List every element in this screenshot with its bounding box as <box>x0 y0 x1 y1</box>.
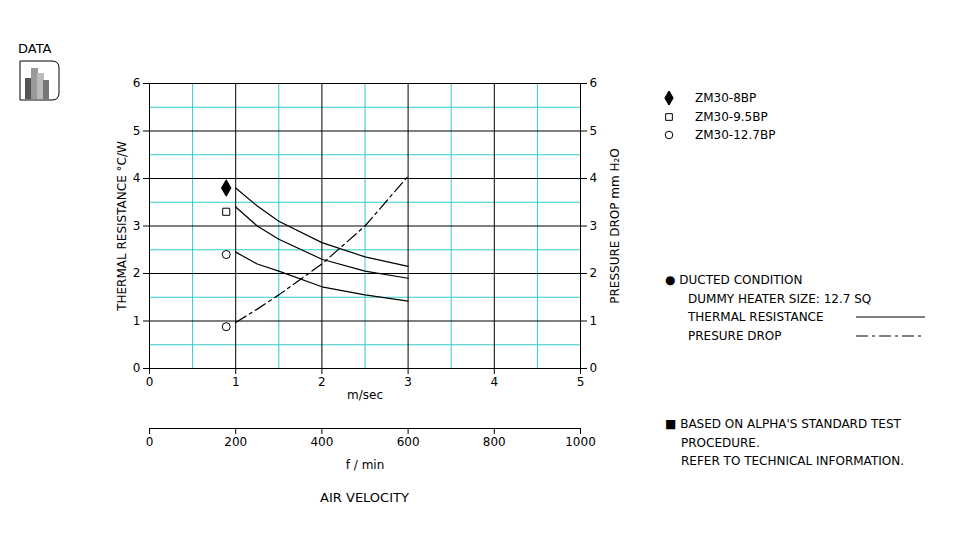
svg-text:0: 0 <box>133 361 141 375</box>
svg-text:1: 1 <box>590 314 598 328</box>
svg-text:4: 4 <box>133 171 141 185</box>
html-text:ZM30-12.7BP: ZM30-12.7BP <box>695 128 776 142</box>
svg-text:3: 3 <box>133 219 141 233</box>
svg-text:200: 200 <box>224 435 247 449</box>
svg-text:1000: 1000 <box>565 435 596 449</box>
svg-text:800: 800 <box>483 435 506 449</box>
html-text:DATA: DATA <box>18 41 52 56</box>
svg-text:6: 6 <box>590 76 598 90</box>
svg-text:1: 1 <box>133 314 141 328</box>
html-text:THERMAL RESISTANCE: THERMAL RESISTANCE <box>688 310 824 324</box>
html-text:■ BASED ON ALPHA'S STANDARD TE: ■ BASED ON ALPHA'S STANDARD TEST <box>665 417 901 431</box>
html-text:AIR VELOCITY: AIR VELOCITY <box>320 490 409 505</box>
svg-text:2: 2 <box>318 375 326 389</box>
svg-text:m/sec: m/sec <box>347 388 383 402</box>
html-text:ZM30-8BP: ZM30-8BP <box>695 91 757 105</box>
svg-text:4: 4 <box>590 171 598 185</box>
svg-text:0: 0 <box>146 375 154 389</box>
svg-text:2: 2 <box>133 266 141 280</box>
svg-text:1: 1 <box>232 375 240 389</box>
svg-text:0: 0 <box>146 435 154 449</box>
svg-text:3: 3 <box>590 219 598 233</box>
svg-text:600: 600 <box>397 435 420 449</box>
html-text:DUMMY HEATER SIZE: 12.7 SQ: DUMMY HEATER SIZE: 12.7 SQ <box>688 291 872 306</box>
svg-text:THERMAL RESISTANCE °C/W: THERMAL RESISTANCE °C/W <box>115 141 129 312</box>
html-text:● DUCTED CONDITION: ● DUCTED CONDITION <box>665 273 803 287</box>
svg-text:0: 0 <box>590 361 598 375</box>
svg-text:3: 3 <box>404 375 412 389</box>
svg-text:PRESSURE DROP mm H₂O: PRESSURE DROP mm H₂O <box>608 148 622 303</box>
svg-text:5: 5 <box>133 124 141 138</box>
svg-text:f / min: f / min <box>346 458 385 472</box>
html-text:REFER TO TECHNICAL INFORMATION: REFER TO TECHNICAL INFORMATION. <box>681 454 904 468</box>
svg-text:2: 2 <box>590 266 598 280</box>
html-text:PROCEDURE.: PROCEDURE. <box>681 435 760 450</box>
svg-text:400: 400 <box>310 435 333 449</box>
svg-text:5: 5 <box>577 375 585 389</box>
svg-text:5: 5 <box>590 124 598 138</box>
svg-text:6: 6 <box>133 76 141 90</box>
html-text:ZM30-9.5BP: ZM30-9.5BP <box>695 109 768 124</box>
html-text:PRESURE DROP: PRESURE DROP <box>688 328 782 343</box>
svg-text:4: 4 <box>490 375 498 389</box>
